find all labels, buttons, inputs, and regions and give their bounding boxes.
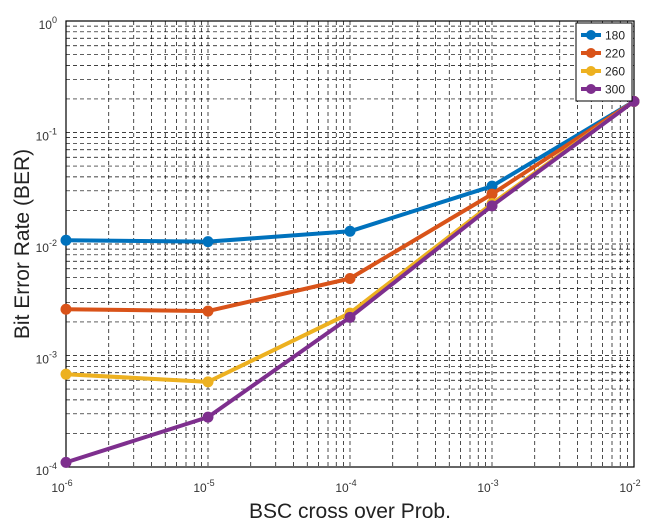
legend-swatch-marker bbox=[586, 84, 596, 94]
svg-text:10-3: 10-3 bbox=[477, 478, 498, 495]
svg-text:10-1: 10-1 bbox=[36, 127, 57, 144]
data-point-260 bbox=[202, 376, 214, 388]
series-layer bbox=[60, 95, 640, 468]
svg-text:10-3: 10-3 bbox=[36, 350, 57, 367]
data-point-220 bbox=[60, 303, 72, 315]
data-point-180 bbox=[344, 225, 356, 237]
legend-swatch-marker bbox=[586, 66, 596, 76]
x-tick-label: 10-2 bbox=[619, 478, 640, 495]
legend-label: 180 bbox=[605, 29, 625, 43]
legend[interactable]: 180 220 260 300 bbox=[575, 22, 633, 102]
svg-text:10-2: 10-2 bbox=[619, 478, 640, 495]
series-300 bbox=[60, 95, 640, 468]
data-point-300 bbox=[202, 411, 214, 423]
y-tick-label: 10-4 bbox=[36, 461, 57, 478]
legend-item-300[interactable]: 300 bbox=[581, 83, 625, 97]
data-point-180 bbox=[202, 236, 214, 248]
data-point-220 bbox=[486, 188, 498, 200]
y-axis-title: Bit Error Rate (BER) bbox=[11, 149, 34, 339]
legend-item-220[interactable]: 220 bbox=[581, 47, 625, 61]
x-tick-label: 10-4 bbox=[335, 478, 356, 495]
data-point-300 bbox=[344, 311, 356, 323]
x-tick-labels: 10-6 10-5 10-4 10-3 10-2 bbox=[51, 478, 640, 495]
x-axis-title: BSC cross over Prob. bbox=[249, 500, 451, 523]
svg-text:10-6: 10-6 bbox=[51, 478, 72, 495]
legend-swatch-marker bbox=[586, 30, 596, 40]
svg-text:10-4: 10-4 bbox=[36, 461, 57, 478]
grid-lines bbox=[66, 21, 634, 467]
legend-label: 260 bbox=[605, 65, 625, 79]
x-tick-label: 10-6 bbox=[51, 478, 72, 495]
svg-text:10-2: 10-2 bbox=[36, 238, 57, 255]
data-point-260 bbox=[60, 368, 72, 380]
data-point-220 bbox=[202, 305, 214, 317]
data-point-180 bbox=[486, 180, 498, 192]
x-tick-label: 10-3 bbox=[477, 478, 498, 495]
svg-text:10-5: 10-5 bbox=[193, 478, 214, 495]
data-point-180 bbox=[60, 234, 72, 246]
legend-swatch-marker bbox=[586, 48, 596, 58]
legend-label: 220 bbox=[605, 47, 625, 61]
x-tick-label: 10-5 bbox=[193, 478, 214, 495]
y-tick-label: 10-2 bbox=[36, 238, 57, 255]
svg-text:100: 100 bbox=[39, 15, 57, 32]
svg-text:10-4: 10-4 bbox=[335, 478, 356, 495]
data-point-300 bbox=[60, 456, 72, 468]
legend-item-180[interactable]: 180 bbox=[581, 29, 625, 43]
y-tick-label: 100 bbox=[39, 15, 57, 32]
data-point-300 bbox=[486, 200, 498, 212]
y-tick-label: 10-1 bbox=[36, 127, 57, 144]
legend-item-260[interactable]: 260 bbox=[581, 65, 625, 79]
y-tick-labels: 10-4 10-3 10-2 10-1 100 bbox=[36, 15, 57, 478]
legend-label: 300 bbox=[605, 83, 625, 97]
y-tick-label: 10-3 bbox=[36, 350, 57, 367]
data-point-220 bbox=[344, 273, 356, 285]
